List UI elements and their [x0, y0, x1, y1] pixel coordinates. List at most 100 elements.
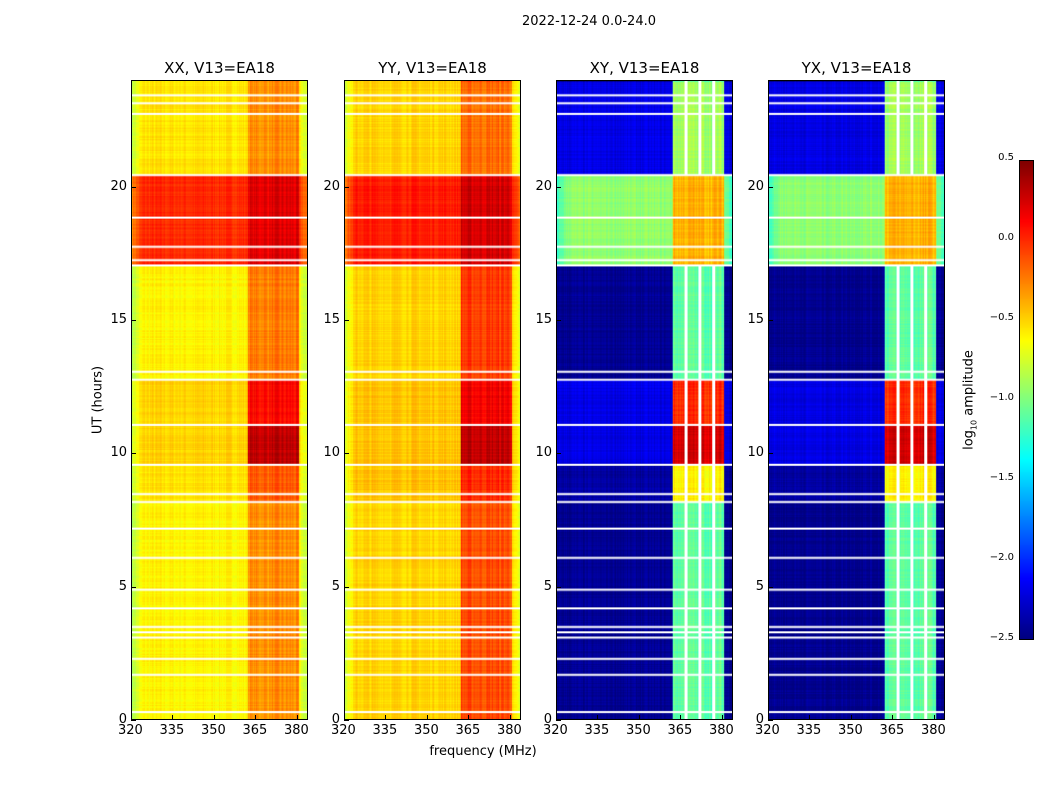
colorbar-tick-label: 0.5 — [998, 152, 1014, 163]
colorbar-tick-label: −1.5 — [989, 472, 1014, 483]
y-tick-label: 10 — [747, 445, 764, 461]
y-tick-label: 10 — [110, 445, 127, 461]
y-tick-label: 5 — [331, 578, 340, 594]
colorbar-tick-label: 0.0 — [998, 232, 1014, 243]
x-tick-label: 320 — [331, 723, 356, 738]
y-tick-mark — [131, 720, 136, 721]
y-tick-label: 20 — [323, 178, 340, 194]
y-tick-label: 0 — [331, 712, 340, 727]
x-tick-label: 380 — [920, 723, 946, 738]
x-tick-label: 365 — [879, 723, 905, 738]
x-tick-mark — [172, 715, 174, 720]
panel-title: XY, V13=EA18 — [589, 59, 700, 77]
x-axis-label: frequency (MHz) — [429, 744, 537, 759]
x-tick-mark — [509, 715, 511, 720]
x-tick-mark — [131, 715, 132, 720]
colorbar-tick-label: −2.5 — [989, 632, 1014, 643]
figure-title: 2022-12-24 0.0-24.0 — [522, 14, 656, 29]
x-tick-label: 380 — [496, 723, 522, 738]
heatmap-image — [345, 81, 520, 719]
x-tick-mark — [385, 715, 387, 720]
heatmap-panel — [768, 80, 945, 720]
x-tick-mark — [255, 715, 257, 720]
colorbar-tick-label: −2.0 — [989, 552, 1014, 563]
x-tick-mark — [597, 715, 599, 720]
y-tick-mark — [768, 586, 773, 588]
y-tick-mark — [131, 320, 136, 321]
panel-title: YX, V13=EA18 — [801, 59, 912, 77]
y-tick-mark — [131, 186, 136, 188]
heatmap-image — [557, 81, 732, 719]
y-tick-mark — [768, 720, 773, 721]
y-axis-label: UT (hours) — [90, 365, 106, 435]
colorbar-tick-label: −1.0 — [989, 392, 1014, 403]
x-tick-mark — [680, 715, 682, 720]
x-tick-mark — [638, 715, 640, 720]
y-tick-mark — [556, 720, 561, 721]
colorbar-label: log10 amplitude — [962, 350, 979, 450]
y-tick-label: 15 — [747, 312, 764, 327]
y-tick-mark — [556, 586, 561, 588]
y-tick-label: 0 — [543, 712, 552, 727]
y-tick-mark — [768, 453, 773, 455]
panel-title: YY, V13=EA18 — [378, 59, 487, 77]
panel-title: XX, V13=EA18 — [164, 59, 275, 77]
x-tick-mark — [892, 715, 894, 720]
y-tick-label: 10 — [323, 445, 340, 461]
heatmap-image — [132, 81, 307, 719]
y-tick-label: 20 — [747, 178, 764, 194]
y-tick-label: 20 — [110, 178, 127, 194]
heatmap-image — [769, 81, 944, 719]
x-tick-label: 320 — [755, 723, 780, 738]
y-tick-label: 5 — [543, 578, 552, 594]
x-tick-label: 365 — [455, 723, 481, 738]
x-tick-mark — [213, 715, 215, 720]
x-tick-mark — [768, 715, 769, 720]
x-tick-mark — [933, 715, 935, 720]
y-tick-mark — [556, 320, 561, 321]
heatmap-panel — [556, 80, 733, 720]
x-tick-label: 380 — [708, 723, 734, 738]
y-tick-label: 15 — [535, 312, 552, 327]
x-tick-mark — [296, 715, 298, 720]
y-tick-mark — [131, 586, 136, 588]
x-tick-mark — [556, 715, 557, 720]
y-tick-mark — [556, 186, 561, 188]
x-tick-mark — [850, 715, 852, 720]
x-tick-label: 365 — [242, 723, 268, 738]
x-tick-mark — [426, 715, 428, 720]
y-tick-label: 0 — [755, 712, 764, 727]
colorbar-tick-label: −0.5 — [989, 312, 1014, 323]
y-tick-mark — [344, 320, 349, 321]
y-tick-label: 5 — [755, 578, 764, 594]
y-tick-mark — [344, 453, 349, 455]
y-tick-label: 5 — [118, 578, 127, 594]
x-tick-mark — [468, 715, 470, 720]
colorbar — [1019, 160, 1034, 640]
y-tick-label: 20 — [535, 178, 552, 194]
x-tick-mark — [809, 715, 811, 720]
y-tick-label: 10 — [535, 445, 552, 461]
y-tick-label: 0 — [118, 712, 127, 727]
x-tick-mark — [344, 715, 345, 720]
x-tick-label: 350 — [837, 723, 863, 738]
x-tick-label: 335 — [159, 723, 185, 738]
x-tick-label: 350 — [413, 723, 439, 738]
heatmap-panel — [344, 80, 521, 720]
x-tick-label: 335 — [796, 723, 822, 738]
colorbar-label-log: log — [961, 430, 977, 450]
y-tick-label: 15 — [110, 312, 127, 327]
y-tick-mark — [556, 453, 561, 455]
heatmap-panel — [131, 80, 308, 720]
x-tick-label: 320 — [543, 723, 568, 738]
y-tick-mark — [344, 586, 349, 588]
y-tick-mark — [344, 186, 349, 188]
y-tick-mark — [344, 720, 349, 721]
x-tick-label: 335 — [584, 723, 610, 738]
y-tick-mark — [768, 320, 773, 321]
y-tick-mark — [131, 453, 136, 455]
colorbar-gradient — [1020, 161, 1033, 639]
x-tick-label: 335 — [372, 723, 398, 738]
x-tick-label: 380 — [283, 723, 309, 738]
x-tick-label: 365 — [667, 723, 693, 738]
